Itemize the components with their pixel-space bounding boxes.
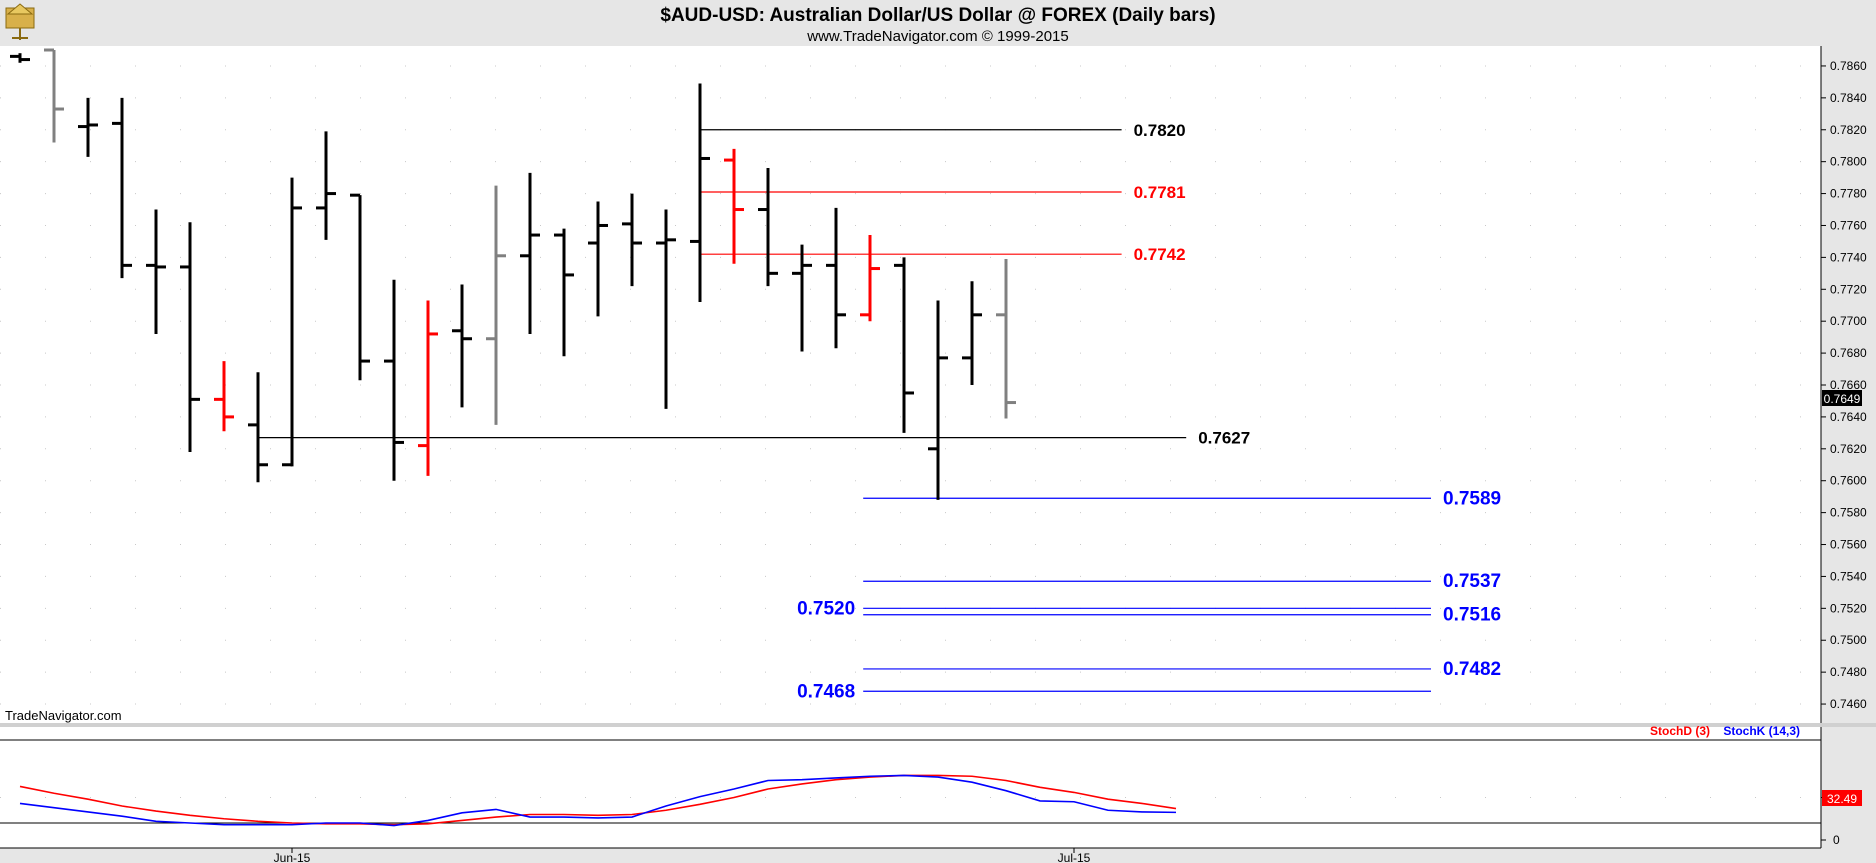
pane-divider	[0, 723, 1876, 727]
ohlc-bar	[622, 193, 642, 287]
level-label: 0.7537	[1443, 571, 1501, 592]
stochk-legend-label: StochK (14,3)	[1723, 724, 1800, 738]
ohlc-bar	[826, 207, 846, 349]
stochd-legend-label: StochD (3)	[1650, 724, 1710, 738]
price-tick-label: 0.7500	[1830, 633, 1867, 647]
level-label: 0.7468	[797, 681, 855, 702]
ohlc-bar	[384, 279, 404, 481]
stochastic-legend: StochD (3) StochK (14,3)	[1650, 724, 1800, 738]
ohlc-bar	[554, 228, 574, 357]
date-tick-label: Jun-15	[274, 851, 311, 863]
date-tick-label: Jul-15	[1058, 851, 1091, 863]
price-tick-label: 0.7700	[1830, 314, 1867, 328]
ohlc-bar	[214, 361, 234, 432]
ohlc-bar	[928, 300, 948, 500]
date-axis: Jun-15 Jul-15	[0, 847, 1821, 863]
price-tick-label: 0.7580	[1830, 506, 1867, 520]
ohlc-bar	[452, 284, 472, 408]
price-tick-label: 0.7520	[1830, 601, 1867, 615]
price-tick-label: 0.7780	[1830, 187, 1867, 201]
ohlc-bar	[418, 300, 438, 476]
price-tick-label: 0.7860	[1830, 59, 1867, 73]
price-tick-label: 0.7800	[1830, 155, 1867, 169]
ohlc-bar	[894, 257, 914, 433]
price-tick-label: 0.7640	[1830, 410, 1867, 424]
price-tick-label: 0.7480	[1830, 665, 1867, 679]
ohlc-bar	[180, 222, 200, 452]
ohlc-bar	[44, 48, 64, 143]
ohlc-bar	[690, 83, 710, 303]
price-tick-label: 0.7620	[1830, 442, 1867, 456]
ohlc-bar	[996, 258, 1016, 419]
price-tick-label: 0.7560	[1830, 538, 1867, 552]
stochastic-value-label: 32.49	[1827, 792, 1857, 806]
ohlc-bar	[792, 244, 812, 352]
chart-title: $AUD-USD: Australian Dollar/US Dollar @ …	[660, 5, 1215, 26]
price-axis: 0.7860 0.7840 0.7820 0.7800 0.7780 0.7760 0.77…	[1820, 46, 1867, 723]
stochastic-pane	[0, 727, 1821, 848]
ohlc-bar	[316, 131, 336, 240]
watermark-text: TradeNavigator.com	[5, 708, 122, 723]
price-levels: 0.7820 0.7781 0.7742 0.7627 0.7589 0.7537 0.75…	[258, 121, 1501, 702]
price-tick-label: 0.7720	[1830, 282, 1867, 296]
price-tick-label: 0.7460	[1830, 697, 1867, 711]
level-label: 0.7520	[797, 598, 855, 619]
ohlc-bar	[350, 193, 370, 381]
ohlc-bar	[656, 209, 676, 409]
price-tick-label: 0.7740	[1830, 250, 1867, 264]
ohlc-bar	[758, 168, 778, 287]
ohlc-bar	[112, 97, 132, 279]
price-bars	[10, 48, 1016, 500]
price-tick-label: 0.7660	[1830, 378, 1867, 392]
level-label: 0.7516	[1443, 605, 1501, 626]
ohlc-bar	[724, 148, 744, 264]
price-tick-label: 0.7760	[1830, 218, 1867, 232]
price-tick-label: 0.7840	[1830, 91, 1867, 105]
stochastic-lines	[19, 774, 1177, 827]
ohlc-bar	[860, 235, 880, 322]
chart-subtitle: www.TradeNavigator.com © 1999-2015	[806, 28, 1068, 45]
tradenavigator-logo-icon	[5, 3, 35, 40]
ohlc-bar	[146, 209, 166, 334]
price-tick-label: 0.7600	[1830, 474, 1867, 488]
price-tick-label: 0.7540	[1830, 569, 1867, 583]
stochastic-axis: 500	[1820, 727, 1847, 848]
ohlc-bar	[520, 172, 540, 334]
price-tick-label: 0.7680	[1830, 346, 1867, 360]
ohlc-bar	[248, 372, 268, 483]
ohlc-bar	[486, 185, 506, 425]
price-pane	[0, 46, 1821, 723]
level-label: 0.7742	[1134, 245, 1186, 264]
stochk-line	[19, 774, 1177, 827]
level-label: 0.7781	[1134, 183, 1186, 202]
ohlc-bar	[588, 201, 608, 317]
last-price-label: 0.7649	[1824, 392, 1861, 406]
ohlc-bar	[78, 97, 98, 157]
last-price-badge	[1822, 390, 1862, 406]
stochd-line	[19, 774, 1177, 826]
level-label: 0.7482	[1443, 659, 1501, 680]
ohlc-bar	[282, 177, 302, 467]
level-label: 0.7627	[1198, 429, 1250, 448]
stochastic-tick-label: 0	[1833, 833, 1840, 847]
ohlc-bar	[10, 53, 30, 63]
stochastic-value-badge	[1822, 790, 1862, 806]
level-label: 0.7589	[1443, 488, 1501, 509]
level-label: 0.7820	[1134, 121, 1186, 140]
ohlc-bar	[962, 281, 982, 385]
price-tick-label: 0.7820	[1830, 123, 1867, 137]
